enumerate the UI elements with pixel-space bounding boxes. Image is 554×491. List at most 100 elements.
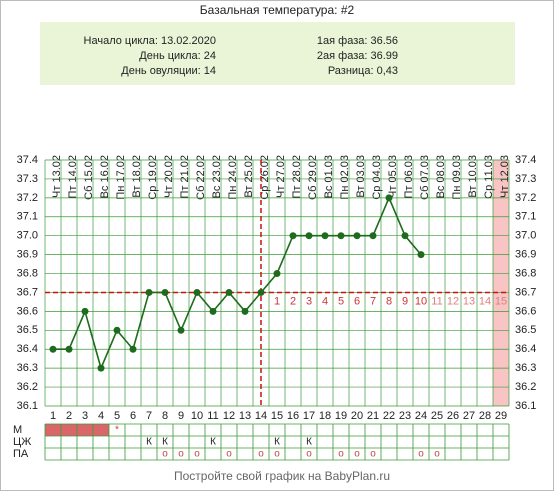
point (225, 288, 233, 296)
x-tick-label: 24 (415, 410, 427, 422)
x-tick-label: 18 (319, 410, 331, 422)
point (337, 232, 345, 240)
x-tick-label: 12 (223, 410, 235, 422)
y-tick-label-right: 37.2 (515, 192, 536, 204)
x-tick-label: 20 (351, 410, 363, 422)
phase-day-label: 3 (306, 295, 312, 307)
phase-day-label: 13 (463, 295, 475, 307)
row-label: ПА (13, 448, 29, 460)
row-entry: о (178, 449, 184, 460)
y-tick-label-right: 36.6 (515, 305, 536, 317)
y-tick-label: 36.9 (17, 249, 38, 261)
date-label: Сб 15.02 (83, 155, 95, 200)
x-tick-label: 13 (239, 410, 251, 422)
x-tick-label: 22 (383, 410, 395, 422)
date-label: Вт 10.03 (467, 155, 479, 198)
footer: Постройте свой график на BabyPlan.ru (174, 469, 390, 483)
point (49, 345, 57, 353)
y-tick-label: 36.8 (17, 267, 38, 279)
x-tick-label: 10 (191, 410, 203, 422)
row-label: ЦЖ (13, 436, 31, 448)
y-tick-label-right: 37.3 (515, 173, 536, 185)
row-entry: о (162, 449, 168, 460)
row-entry: о (370, 449, 376, 460)
y-tick-label-right: 37.1 (515, 211, 536, 223)
row-entry: * (115, 425, 119, 436)
filled-cell (61, 424, 77, 436)
y-tick-label-right: 36.4 (515, 343, 536, 355)
x-tick-label: 8 (162, 410, 168, 422)
y-tick-label-right: 36.5 (515, 324, 536, 336)
phase-day-label: 7 (370, 295, 376, 307)
y-tick-label: 36.4 (17, 343, 38, 355)
phase-day-label: 11 (431, 295, 442, 307)
y-tick-label-right: 36.9 (515, 249, 536, 261)
date-label: Вт 03.03 (355, 155, 367, 198)
date-label: Чт 13.02 (51, 155, 63, 198)
row-entry: о (418, 449, 424, 460)
point (65, 345, 73, 353)
y-tick-label-right: 36.7 (515, 286, 536, 298)
point (417, 251, 425, 259)
x-tick-label: 16 (287, 410, 299, 422)
row-entry: о (434, 449, 440, 460)
date-label: Пн 09.03 (451, 155, 463, 200)
point (353, 232, 361, 240)
x-tick-label: 3 (82, 410, 88, 422)
date-label: Вс 16.02 (99, 155, 111, 198)
y-tick-label-right: 36.3 (515, 362, 536, 374)
phase-day-label: 14 (479, 295, 491, 307)
x-tick-label: 1 (50, 410, 56, 422)
date-label: Пн 02.03 (339, 155, 351, 200)
y-tick-label: 36.3 (17, 362, 38, 374)
phase-day-label: 6 (354, 295, 360, 307)
date-label: Вт 18.02 (131, 155, 143, 198)
x-tick-label: 9 (178, 410, 184, 422)
info-box (40, 22, 515, 85)
phase-day-label: 10 (415, 295, 427, 307)
info-right: Разница: 0,43 (328, 65, 398, 77)
point (257, 288, 265, 296)
point (369, 232, 377, 240)
y-tick-label-right: 37.0 (515, 230, 536, 242)
point (273, 270, 281, 278)
x-tick-label: 19 (335, 410, 347, 422)
row-entry: о (306, 449, 312, 460)
x-tick-label: 28 (479, 410, 491, 422)
y-tick-label-right: 37.4 (515, 154, 536, 166)
info-right: 2ая фаза: 36.99 (317, 50, 398, 62)
chart-title: Базальная температура: #2 (200, 3, 355, 17)
info-left: День овуляции: 14 (121, 65, 216, 77)
row-entry: К (306, 437, 312, 448)
date-label: Сб 22.02 (195, 155, 207, 200)
y-tick-label: 37.2 (17, 192, 38, 204)
row-entry: о (354, 449, 360, 460)
filled-cell (77, 424, 93, 436)
date-label: Чт 27.02 (275, 155, 287, 198)
point (97, 364, 105, 372)
date-label: Пт 28.02 (291, 155, 303, 199)
row-entry: К (274, 437, 280, 448)
filled-cell (93, 424, 109, 436)
x-tick-label: 2 (66, 410, 72, 422)
date-label: Пн 24.02 (227, 155, 239, 200)
point (161, 288, 169, 296)
y-tick-label: 36.7 (17, 286, 38, 298)
date-label: Пн 17.02 (115, 155, 127, 200)
row-entry: К (162, 437, 168, 448)
x-tick-label: 15 (271, 410, 283, 422)
row-entry: о (194, 449, 200, 460)
point (177, 326, 185, 334)
date-label: Чт 20.02 (163, 155, 175, 198)
phase-day-label: 4 (322, 295, 328, 307)
y-tick-label: 37.4 (17, 154, 38, 166)
row-entry: К (146, 437, 152, 448)
row-entry: К (210, 437, 216, 448)
date-label: Сб 29.02 (307, 155, 319, 200)
date-label: Сб 07.03 (419, 155, 431, 200)
x-tick-label: 14 (255, 410, 267, 422)
date-label: Пт 06.03 (403, 155, 415, 199)
row-entry: о (258, 449, 264, 460)
point (81, 307, 89, 315)
